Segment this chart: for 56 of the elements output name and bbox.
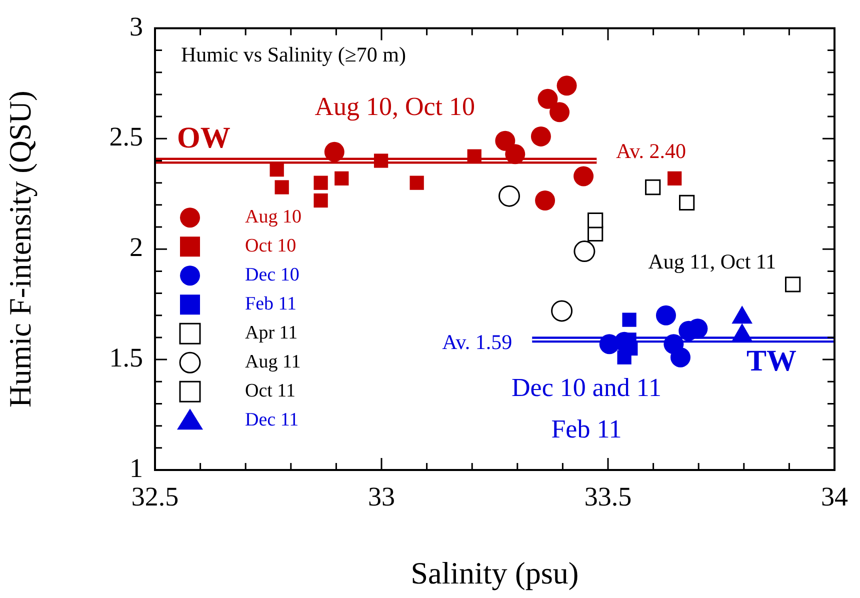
point: [551, 300, 573, 322]
y-axis-title: Humic F-intensity (QSU): [2, 90, 38, 408]
point: [467, 149, 482, 164]
point: [530, 126, 551, 146]
legend-label: Aug 11: [245, 352, 301, 373]
point: [645, 179, 661, 196]
legend-label: Apr 11: [245, 322, 298, 344]
annotation: Feb 11: [551, 414, 622, 444]
y-tick-label: 2: [130, 232, 143, 262]
y-tick-label: 2.5: [109, 122, 143, 152]
legend-label: Oct 10: [245, 236, 296, 257]
point: [538, 88, 558, 109]
point: [324, 142, 344, 162]
point: [374, 154, 388, 168]
ref-line-label: TW: [746, 344, 796, 378]
point: [668, 171, 682, 186]
point: [495, 130, 516, 151]
point: [556, 76, 577, 96]
y-tick-label: 3: [130, 11, 143, 42]
point: [498, 185, 520, 207]
point: [505, 144, 526, 164]
point: [535, 190, 556, 210]
annotation: Dec 10 and 11: [512, 372, 662, 402]
point: [785, 276, 801, 292]
point: [670, 347, 690, 368]
x-tick-label: 32.5: [131, 481, 179, 512]
x-tick-label: 34: [821, 481, 848, 512]
text: Humic vs Salinity (≥70 m): [181, 42, 406, 67]
point: [679, 194, 695, 211]
annotation: Aug 11, Oct 11: [648, 249, 776, 274]
x-tick-label: 33.5: [584, 481, 632, 512]
point: [314, 176, 328, 190]
legend-label: Dec 11: [245, 410, 299, 431]
point: [587, 212, 604, 228]
x-tick-label: 33: [368, 481, 395, 512]
legend-label: Aug 10: [245, 206, 302, 228]
point: [622, 312, 636, 327]
point: [334, 171, 349, 186]
annotation: Av. 2.40: [616, 138, 686, 163]
ref-line-label: OW: [177, 121, 230, 154]
legend-label: Dec 10: [245, 264, 300, 286]
legend-label: Feb 11: [245, 294, 297, 315]
x-axis-title: Salinity (psu): [410, 556, 579, 591]
annotation: Aug 10, Oct 10: [314, 92, 476, 121]
point: [314, 193, 328, 208]
legend-label: Oct 11: [245, 380, 296, 402]
point: [274, 180, 289, 194]
point: [574, 166, 594, 186]
point: [270, 162, 284, 177]
annotation: Av. 1.59: [442, 330, 512, 354]
y-tick-label: 1.5: [109, 342, 143, 373]
point: [410, 176, 424, 190]
point: [550, 102, 570, 122]
point: [656, 305, 676, 326]
point: [574, 240, 596, 262]
y-tick-label: 1: [130, 453, 143, 484]
